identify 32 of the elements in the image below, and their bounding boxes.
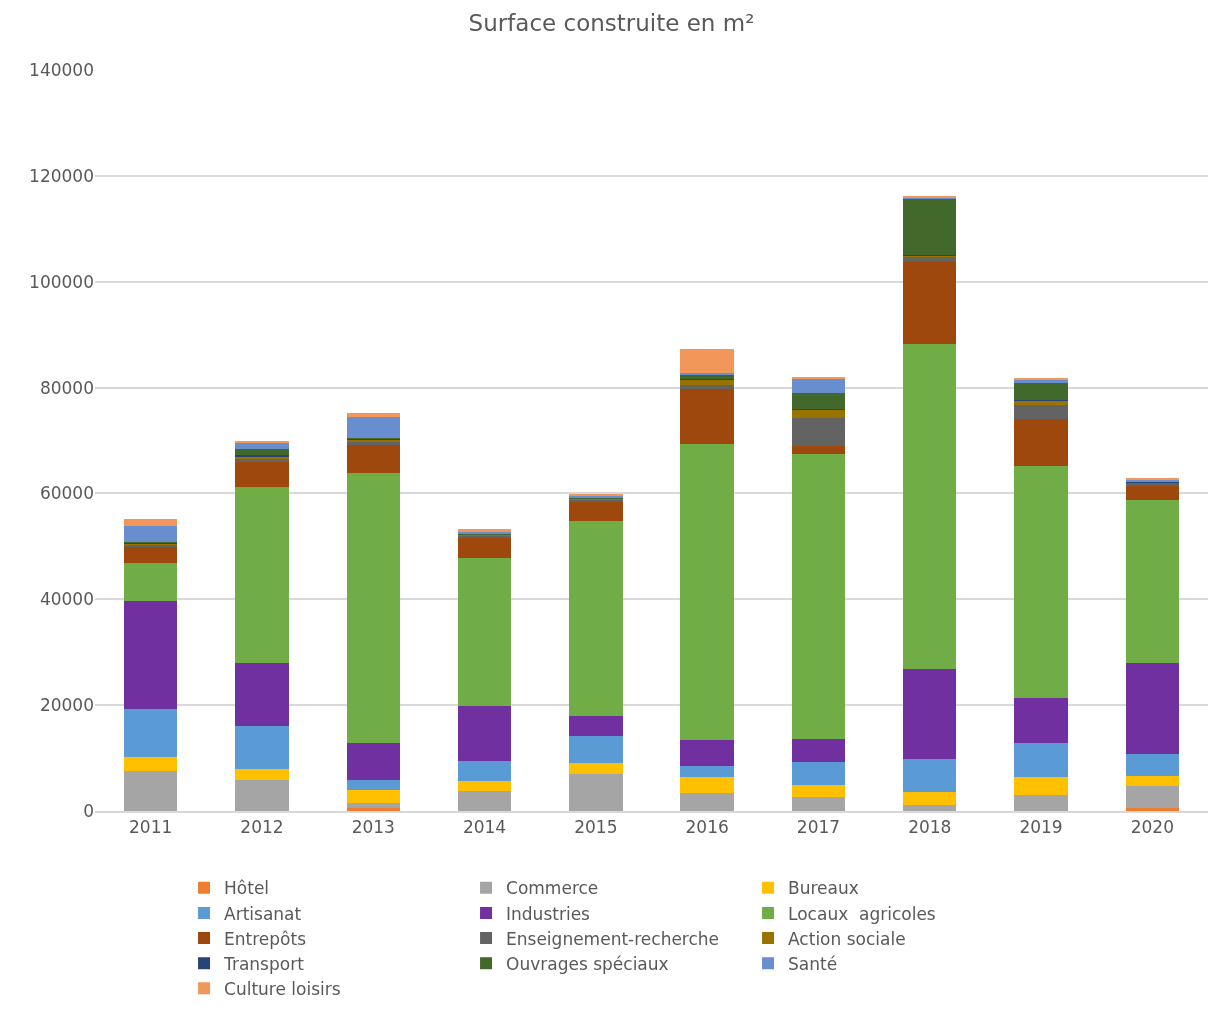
legend-label: Locaux agricoles	[788, 903, 936, 924]
y-tick-label: 100000	[29, 271, 94, 292]
chart-title: Surface construite en m²	[468, 10, 755, 37]
y-tick-label: 20000	[39, 695, 94, 716]
legend-label: Commerce	[506, 878, 599, 899]
legend-label: Hôtel	[224, 878, 270, 899]
x-tick-label: 2011	[129, 817, 173, 838]
x-tick-label: 2018	[908, 817, 952, 838]
legend-label: Action sociale	[788, 928, 906, 949]
y-tick-label: 120000	[29, 165, 94, 186]
legend-label: Artisanat	[224, 903, 302, 924]
x-tick-label: 2017	[796, 817, 841, 838]
legend-label: Industries	[506, 903, 591, 924]
legend-label: Entrepôts	[224, 928, 307, 949]
y-tick-label: 80000	[39, 377, 94, 398]
y-tick-label: 40000	[39, 589, 94, 610]
y-tick-label: 0	[83, 800, 94, 821]
legend-label: Ouvrages spéciaux	[506, 953, 669, 974]
x-tick-label: 2016	[685, 817, 729, 838]
x-tick-label: 2014	[462, 817, 507, 838]
x-tick-label: 2012	[240, 817, 284, 838]
legend-label: Santé	[788, 953, 838, 974]
y-tick-label: 60000	[39, 483, 94, 504]
legend-label: Bureaux	[788, 878, 859, 899]
x-tick-label: 2015	[574, 817, 618, 838]
x-tick-label: 2019	[1019, 817, 1063, 838]
x-tick-label: 2013	[351, 817, 395, 838]
x-tick-label: 2020	[1130, 817, 1174, 838]
y-tick-label: 140000	[29, 59, 94, 80]
legend-label: Enseignement-recherche	[506, 928, 720, 949]
legend-label: Transport	[223, 953, 305, 974]
legend-label: Culture loisirs	[224, 978, 341, 999]
